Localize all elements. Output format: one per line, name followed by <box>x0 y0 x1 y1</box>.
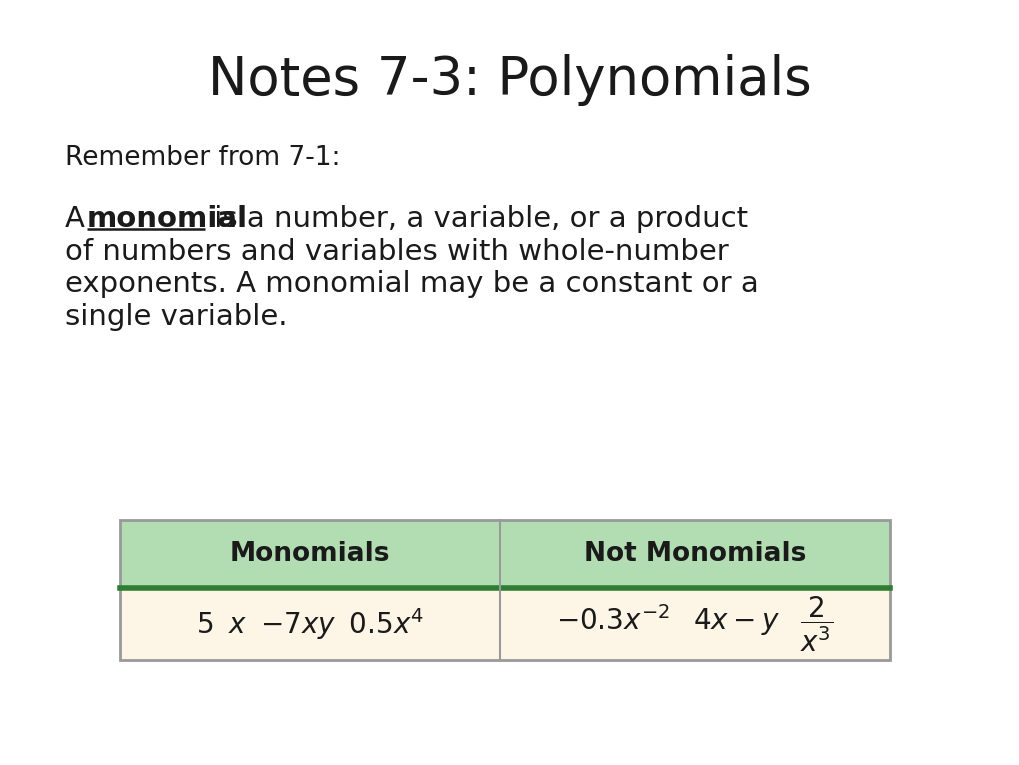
Text: $-0.3x^{-2} \;\;\; 4x - y \;\;\; \dfrac{2}{x^3}$: $-0.3x^{-2} \;\;\; 4x - y \;\;\; \dfrac{… <box>556 594 833 654</box>
Text: A: A <box>65 205 94 233</box>
Text: is a number, a variable, or a product: is a number, a variable, or a product <box>205 205 747 233</box>
Text: exponents. A monomial may be a constant or a: exponents. A monomial may be a constant … <box>65 270 758 298</box>
Text: Not Monomials: Not Monomials <box>583 541 805 567</box>
Text: single variable.: single variable. <box>65 303 287 330</box>
Bar <box>120 520 890 588</box>
Text: Remember from 7-1:: Remember from 7-1: <box>65 145 340 171</box>
Bar <box>120 588 890 660</box>
Text: $5 \;\; x \;\; {-7xy} \;\; 0.5x^4$: $5 \;\; x \;\; {-7xy} \;\; 0.5x^4$ <box>196 606 424 642</box>
Text: Notes 7-3: Polynomials: Notes 7-3: Polynomials <box>208 54 811 106</box>
Text: of numbers and variables with whole-number: of numbers and variables with whole-numb… <box>65 238 728 265</box>
Text: Monomials: Monomials <box>229 541 390 567</box>
Text: monomial: monomial <box>87 205 248 233</box>
Bar <box>120 520 890 660</box>
